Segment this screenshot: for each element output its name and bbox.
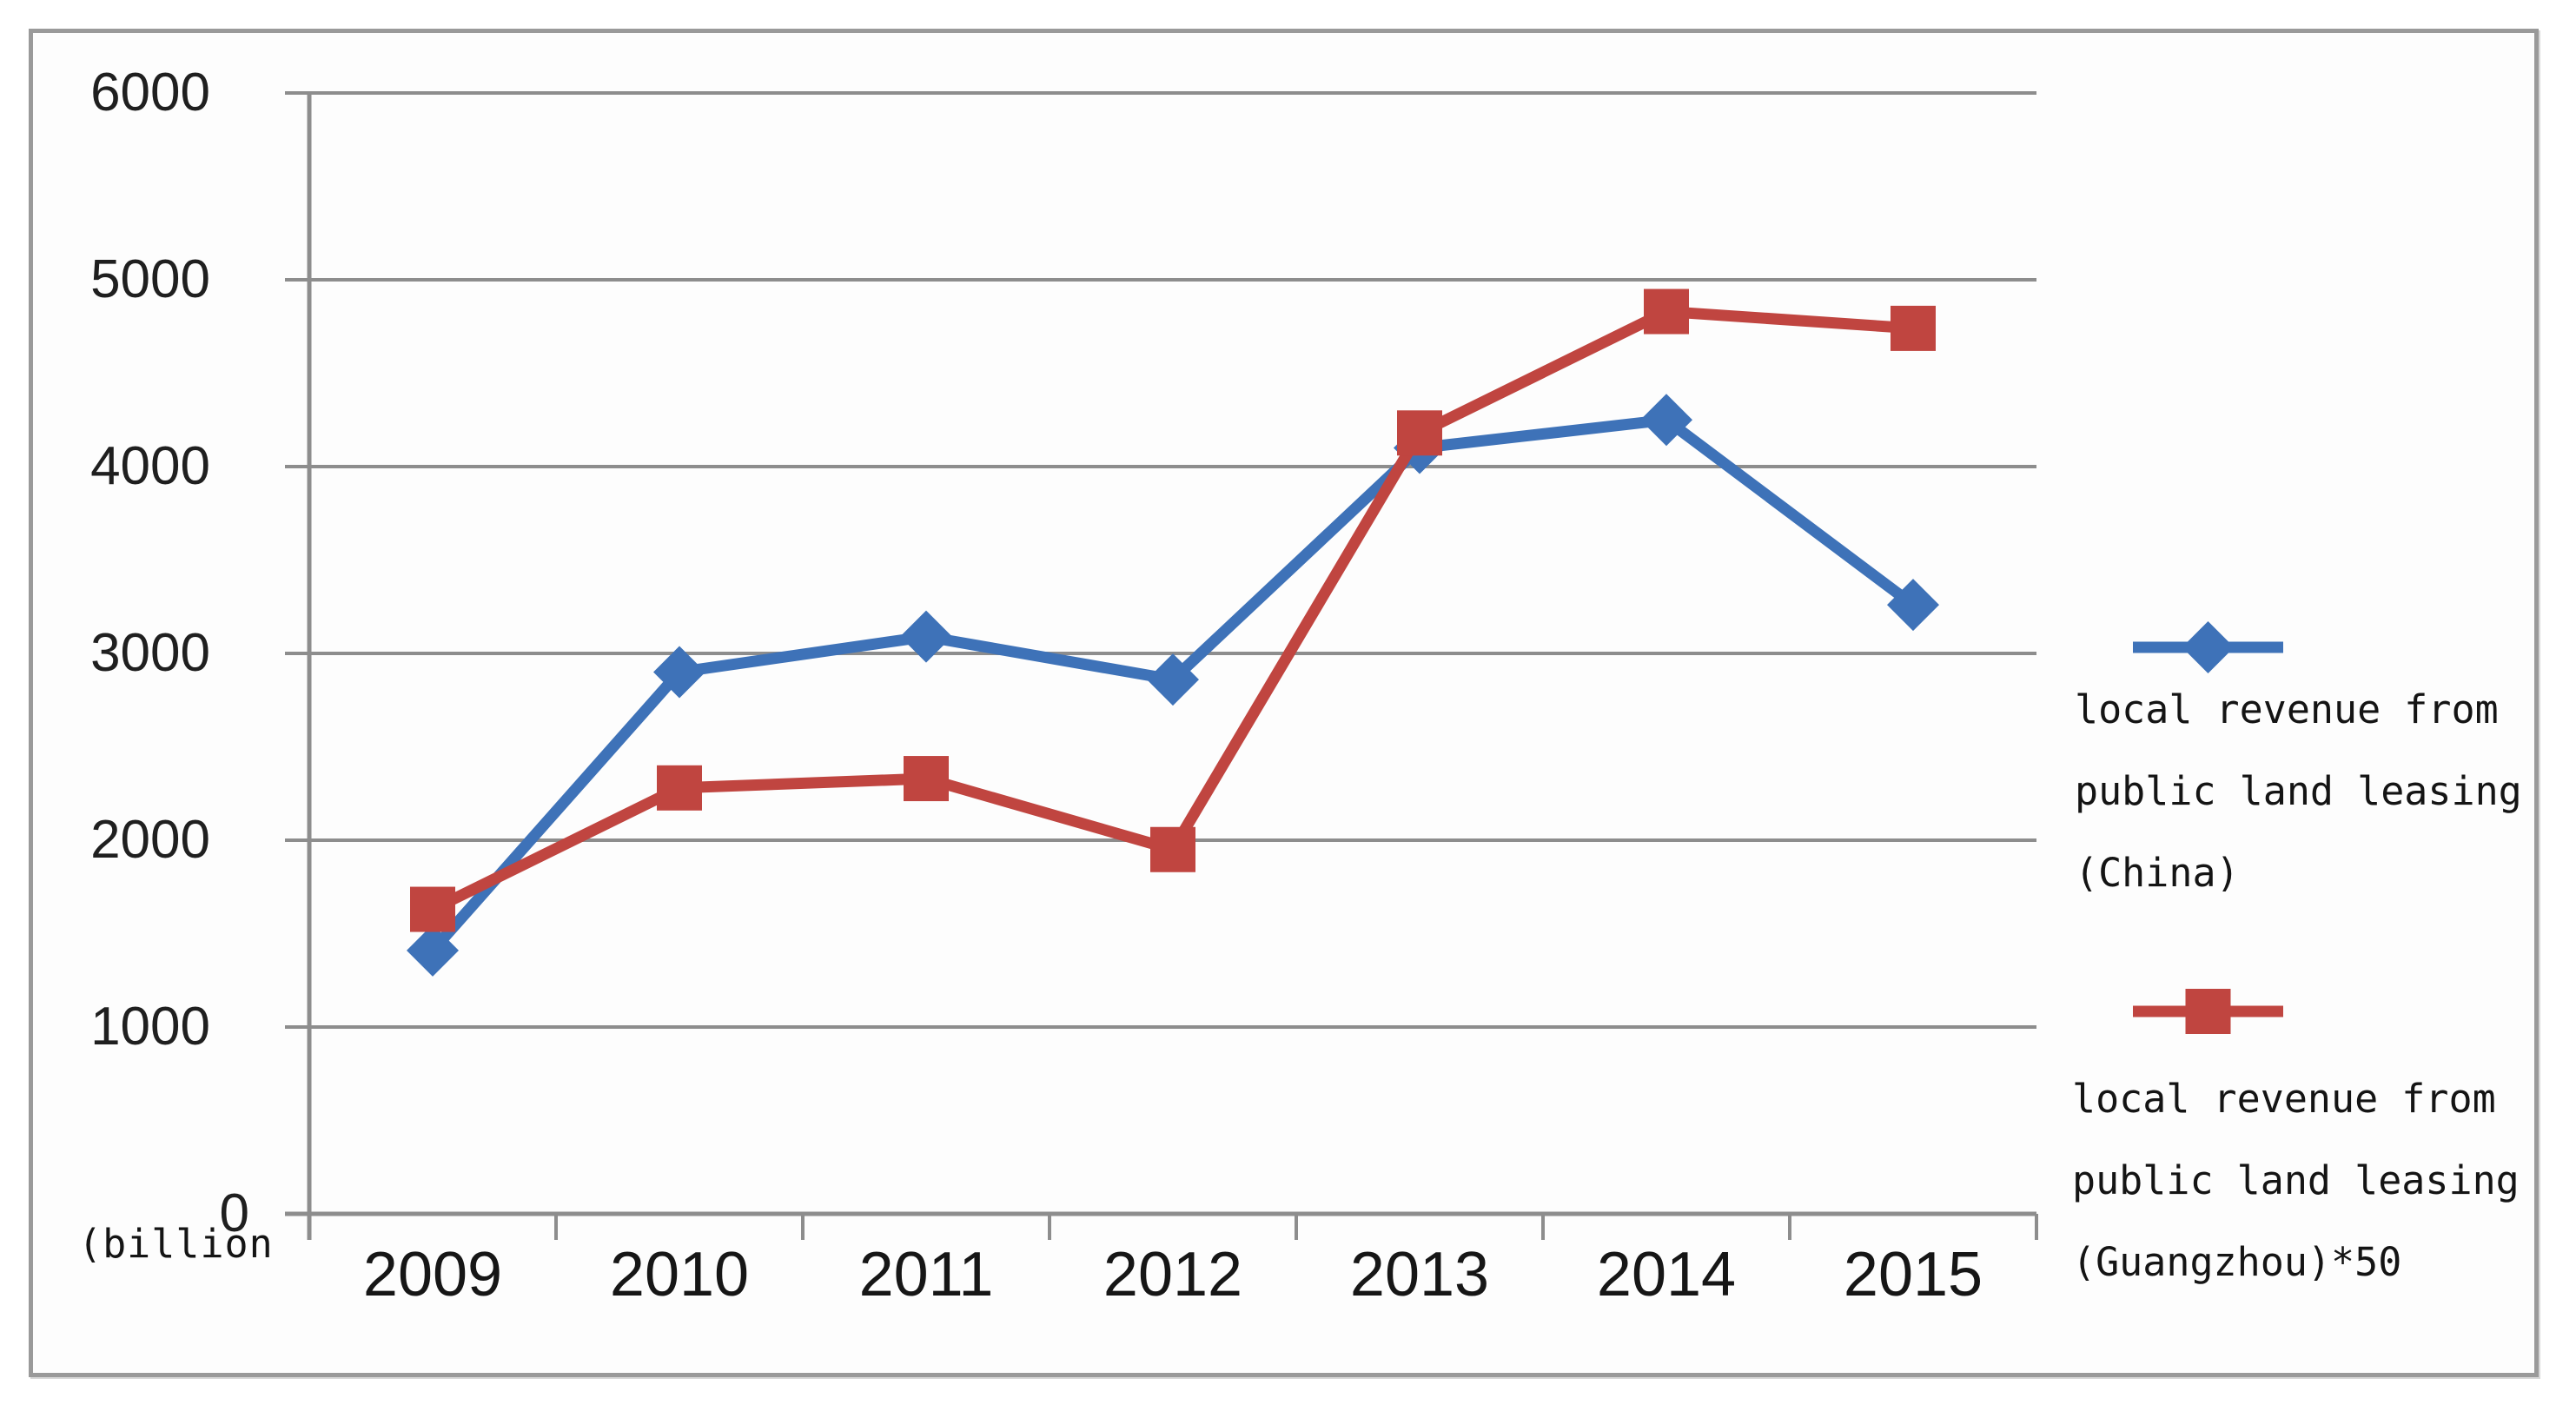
data-point-square — [1644, 288, 1689, 335]
x-axis-tick-label: 2010 — [609, 1240, 750, 1309]
data-point-diamond — [653, 646, 705, 699]
data-point-diamond — [1640, 394, 1692, 447]
y-axis-tick-label: 2000 — [90, 810, 210, 870]
legend-entry-china-line2: public land leasing — [2075, 768, 2522, 814]
legend-entry-guangzhou: local revenue from public land leasing (… — [2072, 1058, 2559, 1303]
x-axis-tick-label: 2012 — [1103, 1240, 1243, 1309]
legend-entry-china-line1: local revenue from — [2075, 686, 2499, 732]
data-point-square — [1150, 826, 1195, 872]
legend-sample-square-icon — [2185, 989, 2231, 1034]
data-point-square — [1397, 410, 1442, 456]
y-axis-tick-label: 5000 — [90, 249, 210, 309]
legend-entry-guangzhou-line2: public land leasing — [2072, 1157, 2520, 1203]
x-axis-tick-label: 2013 — [1349, 1240, 1490, 1309]
y-axis-tick-label: 1000 — [90, 997, 210, 1057]
y-axis-unit-label: (billion CNY) — [78, 1062, 339, 1405]
data-point-diamond — [1887, 579, 1939, 632]
legend-entry-guangzhou-line3: (Guangzhou)*50 — [2072, 1239, 2402, 1285]
legend-entry-china: local revenue from public land leasing (… — [2075, 669, 2561, 914]
data-point-square — [1891, 305, 1936, 351]
x-axis-tick-label: 2015 — [1843, 1240, 1983, 1309]
x-axis-tick-label: 2011 — [858, 1240, 994, 1309]
x-axis-tick-label: 2014 — [1596, 1240, 1737, 1309]
legend-sample-diamond-icon — [2182, 621, 2235, 673]
y-axis-tick-label: 4000 — [90, 436, 210, 496]
y-axis-unit-line1: (billion — [78, 1221, 274, 1267]
legend-entry-china-line3: (China) — [2075, 850, 2240, 896]
data-point-diamond — [900, 610, 952, 663]
data-point-diamond — [1147, 653, 1199, 706]
y-axis-tick-label: 0 — [219, 1183, 249, 1243]
legend-entry-guangzhou-line1: local revenue from — [2072, 1076, 2496, 1122]
y-axis-tick-label: 6000 — [90, 63, 210, 123]
chart-border-frame — [29, 29, 2539, 1377]
data-point-square — [904, 756, 949, 802]
data-point-square — [657, 765, 702, 811]
data-point-diamond — [407, 924, 459, 977]
y-axis-tick-label: 3000 — [90, 623, 210, 683]
series-line — [430, 305, 1914, 915]
x-axis-tick-label: 2009 — [362, 1240, 503, 1309]
data-point-square — [410, 886, 455, 932]
